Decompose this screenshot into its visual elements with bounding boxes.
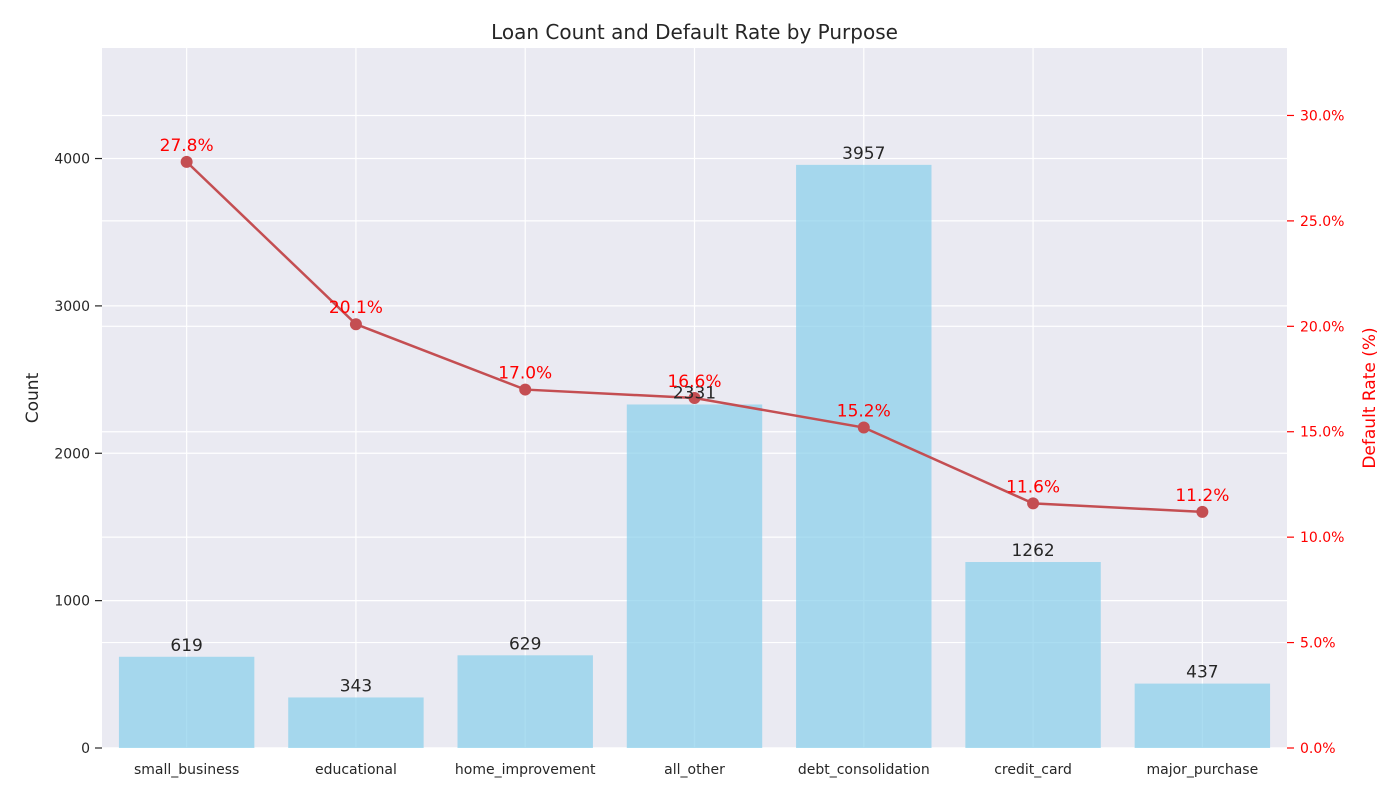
x-tick-label: educational [315, 762, 397, 778]
default-rate-label: 16.6% [667, 372, 721, 392]
axes-layer: 0 1000 2000 3000 4000 0.0% 5.0% 10.0% 15.0% 20.0%… [54, 108, 1344, 778]
bar-value-label: 437 [1186, 663, 1218, 683]
x-tick-label: major_purchase [1147, 762, 1259, 778]
y-left-tick-label: 0 [81, 741, 90, 757]
y-axis-left-label: Count [23, 372, 43, 423]
default-rate-point [1027, 497, 1040, 510]
bar-value-label: 629 [509, 634, 541, 654]
y-right-tick-label: 20.0% [1300, 319, 1344, 335]
y-right-tick-label: 10.0% [1300, 530, 1344, 546]
grid-layer [102, 48, 1287, 749]
x-tick-label: all_other [664, 762, 725, 778]
x-tick-label: home_improvement [455, 762, 596, 778]
default-rate-point [180, 155, 193, 168]
y-right-tick-label: 0.0% [1300, 741, 1336, 757]
bar [1134, 683, 1271, 748]
y-right-tick-label: 25.0% [1300, 214, 1344, 230]
default-rate-point [1196, 505, 1209, 518]
bar-value-label: 3957 [842, 144, 885, 164]
y-axis-right-label: Default Rate (%) [1360, 327, 1380, 468]
bar-value-label: 1262 [1011, 541, 1054, 561]
bar [288, 697, 424, 748]
labels-layer: 619 343 629 2331 3957 1262 437 27.8% 20.1% 17.0% 1… [160, 136, 1230, 697]
x-tick-label: debt_consolidation [798, 762, 930, 778]
default-rate-point [857, 421, 870, 434]
y-left-tick-label: 4000 [54, 152, 90, 168]
bars-layer [118, 164, 1271, 748]
bar [118, 656, 255, 748]
bar [626, 404, 763, 748]
y-left-tick-label: 2000 [54, 446, 90, 462]
default-rate-label: 15.2% [837, 402, 891, 422]
y-right-tick-label: 30.0% [1300, 108, 1344, 124]
default-rate-label: 27.8% [160, 136, 214, 156]
bar-value-label: 343 [340, 676, 372, 696]
default-rate-point [349, 318, 362, 331]
default-rate-label: 20.1% [329, 298, 383, 318]
bar [796, 164, 932, 748]
bar [457, 655, 593, 748]
y-left-tick-label: 1000 [54, 594, 90, 610]
default-rate-label: 11.6% [1006, 477, 1060, 497]
y-right-tick-label: 15.0% [1300, 425, 1344, 441]
chart-title: Loan Count and Default Rate by Purpose [491, 20, 898, 44]
default-rate-label: 17.0% [498, 364, 552, 384]
y-left-tick-label: 3000 [54, 299, 90, 315]
x-tick-label: credit_card [994, 762, 1072, 778]
bar [965, 562, 1101, 748]
default-rate-point [519, 383, 532, 396]
bar-value-label: 2331 [673, 383, 716, 403]
y-right-tick-label: 5.0% [1300, 636, 1336, 652]
bar-value-label: 619 [170, 636, 202, 656]
x-tick-label: small_business [134, 762, 239, 778]
default-rate-label: 11.2% [1175, 486, 1229, 506]
default-rate-point [688, 392, 701, 404]
line-layer [180, 155, 1209, 518]
